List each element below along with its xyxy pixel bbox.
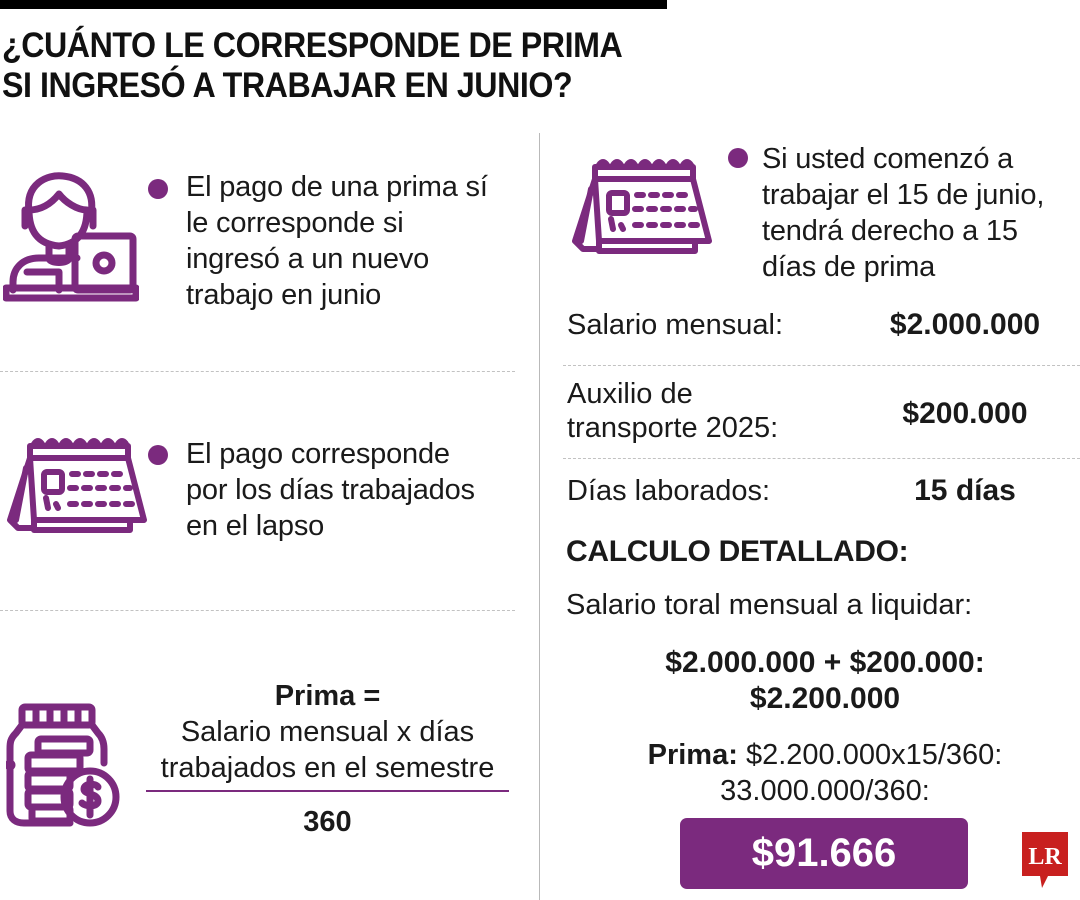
money-jar-icon [6,703,124,827]
prima-formula: Prima = Salario mensual x días trabajado… [140,678,515,840]
text-line: trabajo en junio [186,279,382,311]
transport-value: $200.000 [902,397,1028,430]
dashed-divider [0,371,515,372]
bullet-dot [148,445,168,465]
result-badge: $91.666 [680,818,968,889]
text-line: El pago corresponde [186,438,450,470]
text-line: le corresponde si [186,207,404,239]
lr-logo-icon: LR [1022,832,1068,888]
salary-label: Salario mensual: [567,309,783,341]
person-laptop-icon [3,170,139,302]
bullet-dot [148,179,168,199]
dashed-divider [0,610,515,611]
salary-value: $2.000.000 [889,308,1041,341]
prima-eligibility-text: El pago de una prima sí le corresponde s… [186,169,488,313]
svg-text:LR: LR [1028,844,1062,870]
dashed-divider [563,365,1080,366]
text-line: Si usted comenzó a [762,143,1014,175]
text-line: trabajar el 15 de junio, [762,179,1045,211]
calendar-icon [4,436,148,536]
sum-expression: $2.000.000 + $200.000: [665,646,985,679]
dashed-divider [563,458,1080,459]
title-line-2: SI INGRESÓ A TRABAJAR EN JUNIO? [2,66,573,105]
calc-title: CALCULO DETALLADO: [566,535,909,568]
bullet-dot [728,148,748,168]
formula-denominator: 360 [303,806,352,838]
prima-expression: $2.200.000x15/360: [737,739,1003,771]
formula-numerator-2: trabajados en el semestre [160,752,495,784]
calc-prima: Prima: $2.200.000x15/360: 33.000.000/360… [560,737,1080,809]
text-line: ingresó a un nuevo [186,243,430,275]
calendar-icon [569,157,713,257]
text-line: El pago de una prima sí [186,171,488,203]
calc-sum: $2.000.000 + $200.000: $2.200.000 [560,645,1080,717]
text-line: por los días trabajados [186,474,475,506]
column-divider [539,133,540,900]
text-line: días de prima [762,251,936,283]
title-line-1: ¿CUÁNTO LE CORRESPONDE DE PRIMA [2,26,623,65]
example-intro-text: Si usted comenzó a trabajar el 15 de jun… [762,141,1044,285]
days-label: Días laborados: [567,475,771,507]
text-line: Auxilio de [567,378,693,410]
page-title: ¿CUÁNTO LE CORRESPONDE DE PRIMA SI INGRE… [2,26,623,106]
prima-division: 33.000.000/360: [720,775,930,807]
formula-numerator-1: Salario mensual x días [180,716,475,748]
days-value: 15 días [914,474,1016,507]
text-line: en el lapso [186,510,325,542]
sum-total: $2.200.000 [749,682,901,715]
formula-title: Prima = [274,680,381,712]
text-line: tendrá derecho a 15 [762,215,1018,247]
payment-days-text: El pago corresponde por los días trabaja… [186,436,475,544]
text-line: transporte 2025: [567,412,779,444]
calc-subtitle: Salario toral mensual a liquidar: [566,589,973,621]
prima-label: Prima: [647,739,738,771]
fraction-bar [146,790,509,792]
top-black-bar [0,0,667,9]
transport-label: Auxilio de transporte 2025: [567,377,778,445]
